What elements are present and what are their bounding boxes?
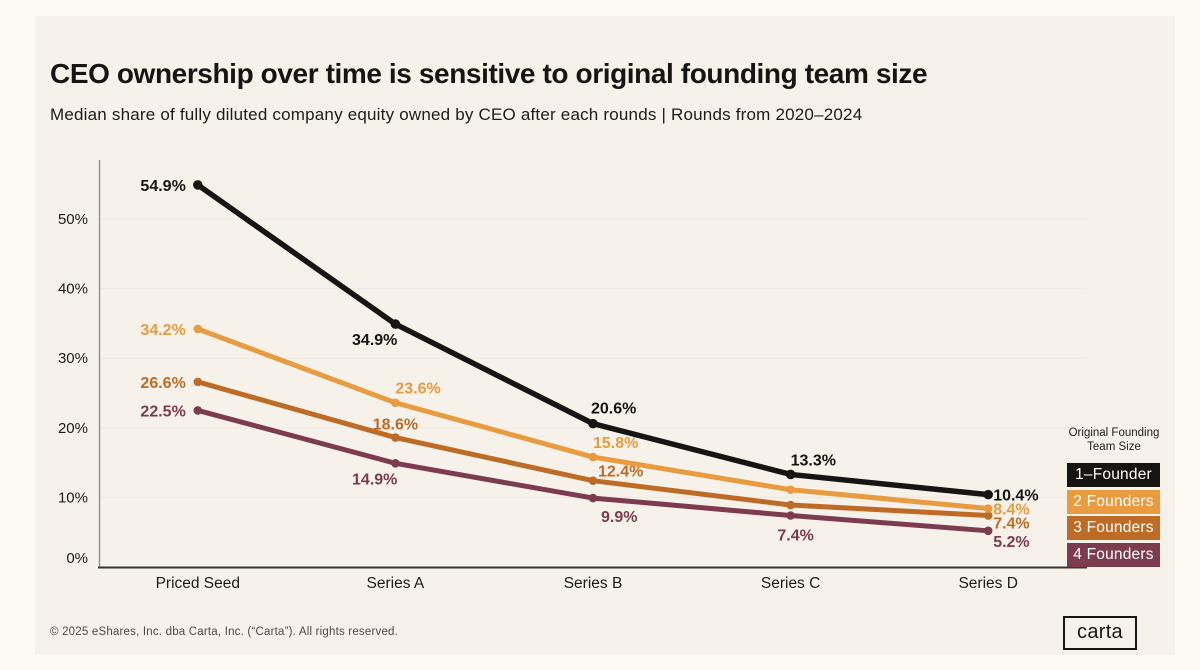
data-label-4-founders: 14.9% bbox=[352, 471, 397, 488]
x-tick-label: Series A bbox=[367, 575, 425, 592]
data-point-2-founders bbox=[983, 504, 993, 513]
data-label-4-founders: 22.5% bbox=[140, 403, 185, 420]
data-label-4-founders: 9.9% bbox=[601, 509, 637, 526]
data-point-3-founders bbox=[193, 377, 203, 387]
legend-title-line2: Team Size bbox=[1087, 441, 1141, 453]
y-tick-label: 30% bbox=[58, 350, 88, 367]
data-point-1-founder bbox=[193, 180, 203, 190]
data-label-3-founders: 18.6% bbox=[373, 417, 418, 434]
data-point-3-founders bbox=[391, 433, 400, 442]
data-point-1-founder bbox=[588, 418, 598, 429]
carta-logo: carta bbox=[1063, 616, 1137, 650]
y-tick-label: 0% bbox=[66, 550, 88, 567]
data-label-4-founders: 5.2% bbox=[993, 534, 1029, 551]
x-tick-label: Series B bbox=[564, 575, 623, 592]
legend: Original Founding Team Size 1–Founder 2 F… bbox=[1056, 426, 1172, 569]
data-point-1-founder bbox=[983, 489, 993, 500]
legend-item-2-founders: 2 Founders bbox=[1067, 489, 1160, 514]
page-subtitle: Median share of fully diluted company eq… bbox=[50, 105, 863, 124]
data-point-3-founders bbox=[588, 476, 598, 485]
data-point-4-founders bbox=[588, 493, 598, 503]
data-point-4-founders bbox=[193, 406, 203, 415]
data-point-2-founders bbox=[391, 398, 400, 408]
data-label-1-founder: 54.9% bbox=[140, 178, 185, 195]
data-label-3-founders: 12.4% bbox=[598, 464, 643, 481]
data-label-1-founder: 13.3% bbox=[791, 452, 836, 469]
y-tick-label: 20% bbox=[58, 420, 88, 437]
x-tick-label: Priced Seed bbox=[156, 575, 240, 592]
data-label-3-founders: 26.6% bbox=[140, 375, 185, 392]
data-label-2-founders: 34.2% bbox=[140, 322, 185, 339]
legend-items: 1–Founder 2 Founders 3 Founders 4 Founders bbox=[1067, 463, 1160, 567]
x-tick-label: Series C bbox=[761, 575, 820, 592]
data-point-4-founders bbox=[983, 526, 993, 536]
page-title: CEO ownership over time is sensitive to … bbox=[50, 58, 928, 89]
x-tick-label: Series D bbox=[958, 575, 1017, 592]
y-tick-label: 40% bbox=[58, 281, 88, 298]
legend-item-4-founders: 4 Founders bbox=[1067, 542, 1160, 567]
data-label-1-founder: 10.4% bbox=[993, 488, 1038, 505]
legend-item-1-founder: 1–Founder bbox=[1067, 463, 1160, 487]
legend-item-3-founders: 3 Founders bbox=[1067, 516, 1160, 540]
y-tick-label: 50% bbox=[58, 211, 88, 228]
carta-logo-text: carta bbox=[1077, 620, 1123, 643]
data-label-2-founders: 8.4% bbox=[993, 502, 1029, 519]
data-point-4-founders bbox=[786, 511, 795, 520]
chart-card bbox=[35, 16, 1175, 655]
data-label-1-founder: 34.9% bbox=[352, 332, 397, 349]
legend-title-line1: Original Founding bbox=[1068, 427, 1160, 439]
footer-copyright: © 2025 eShares, Inc. dba Carta, Inc. (“C… bbox=[50, 626, 399, 638]
data-label-2-founders: 23.6% bbox=[395, 381, 440, 398]
data-point-4-founders bbox=[391, 458, 400, 468]
data-point-3-founders bbox=[983, 511, 993, 520]
data-point-1-founder bbox=[785, 469, 796, 480]
data-point-1-founder bbox=[390, 319, 401, 329]
legend-title: Original Founding Team Size bbox=[1056, 426, 1172, 454]
data-point-2-founders bbox=[786, 485, 795, 495]
data-label-3-founders: 7.4% bbox=[993, 515, 1029, 532]
data-label-1-founder: 20.6% bbox=[591, 401, 636, 418]
y-tick-label: 10% bbox=[58, 489, 88, 506]
data-label-4-founders: 7.4% bbox=[777, 527, 813, 544]
series-line-4-founders bbox=[195, 407, 991, 534]
data-point-3-founders bbox=[786, 500, 795, 510]
data-label-2-founders: 15.8% bbox=[593, 435, 638, 452]
data-point-2-founders bbox=[588, 452, 598, 462]
data-point-2-founders bbox=[193, 324, 203, 334]
